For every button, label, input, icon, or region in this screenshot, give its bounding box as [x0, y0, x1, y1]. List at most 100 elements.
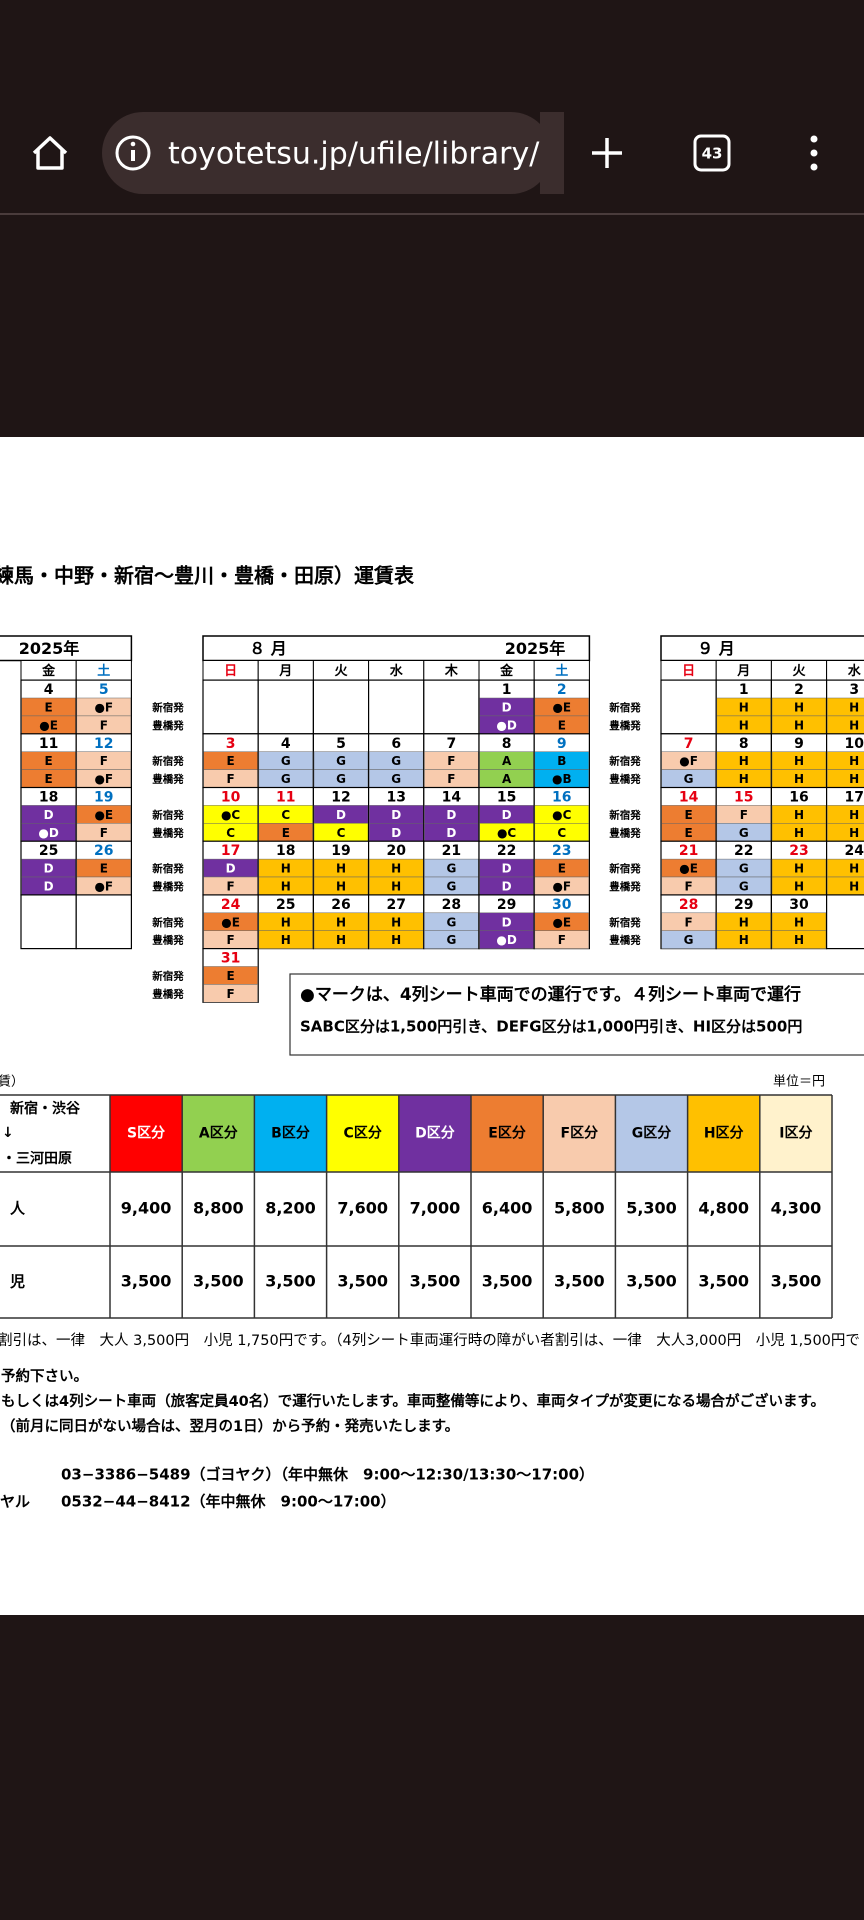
fare-class-label: E	[226, 969, 234, 983]
weekday-label: 金	[499, 663, 514, 679]
day-cell	[257, 679, 315, 735]
date-label: 9	[557, 736, 567, 752]
fare-class-label: ●E	[552, 915, 571, 929]
fare-class-header-label: F区分	[561, 1126, 599, 1142]
direction-label: 豊橋発	[152, 880, 184, 893]
fare-class-label: H	[281, 915, 291, 929]
fare-class-label: H	[794, 754, 804, 768]
date-label: 25	[39, 843, 58, 859]
fare-class-label: F	[226, 933, 234, 947]
fare-class-cell	[203, 984, 258, 1003]
calendar-title-box	[202, 635, 591, 662]
fare-class-label: H	[391, 915, 401, 929]
fare-class-label: H	[336, 933, 346, 947]
fare-class-label: H	[849, 772, 859, 786]
fare-class-label: E	[558, 862, 566, 876]
fare-class-label: H	[849, 879, 859, 893]
address-bar[interactable]	[102, 112, 552, 194]
fare-class-label: F	[100, 718, 108, 732]
direction-label: 新宿発	[152, 701, 184, 714]
date-label: 7	[447, 736, 457, 752]
date-label: 4	[281, 736, 291, 752]
fare-class-label: F	[684, 915, 692, 929]
info-dot	[131, 150, 135, 161]
direction-label: 豊橋発	[609, 773, 641, 786]
fare-class-cell	[313, 930, 369, 949]
direction-label: 豊橋発	[609, 826, 641, 839]
fare-class-label: H	[739, 754, 749, 768]
fare-class-header	[182, 1095, 255, 1172]
site-info-icon[interactable]	[115, 135, 151, 171]
date-label: 9	[794, 736, 804, 752]
day-cell	[202, 679, 259, 735]
direction-label: 新宿発	[609, 862, 641, 875]
fare-class-header-label: C区分	[344, 1126, 382, 1142]
date-label: 7	[684, 736, 694, 752]
weekday-label: 火	[334, 664, 348, 679]
new-tab-button[interactable]	[592, 138, 622, 168]
fare-class-label: A	[502, 754, 512, 768]
fare-class-label: G	[446, 933, 456, 947]
fare-class-label: H	[391, 933, 401, 947]
fare-value: 9,400	[121, 1199, 172, 1218]
date-label: 6	[391, 736, 401, 752]
tab-switcher[interactable]	[693, 134, 731, 172]
direction-label: 新宿発	[609, 808, 641, 821]
fare-class-label: ●E	[94, 808, 113, 822]
fare-class-label: E	[684, 808, 692, 822]
contact-number: 0532−44−8412（年中無休 9:00〜17:00）	[61, 1493, 396, 1511]
date-label: 12	[331, 789, 350, 805]
weekday-label: 日	[682, 664, 695, 679]
date-label: 18	[39, 789, 58, 805]
home-button[interactable]	[32, 136, 68, 170]
weekday-label: 火	[792, 664, 806, 679]
fare-class-label: C	[281, 808, 290, 822]
fare-class-cell	[424, 930, 479, 949]
fare-class-header	[615, 1095, 688, 1172]
fare-class-label: C	[337, 826, 346, 840]
fare-class-label: D	[446, 826, 456, 840]
fare-class-label: F	[558, 933, 566, 947]
date-label: 18	[276, 843, 295, 859]
date-label: 15	[497, 789, 516, 805]
fare-class-header	[759, 1095, 832, 1172]
calendar-year: 2025年	[19, 639, 80, 658]
fare-class-label: D	[226, 862, 236, 876]
date-label: 24	[844, 843, 864, 859]
menu-button[interactable]	[810, 135, 818, 171]
fare-class-label: F	[226, 987, 234, 1001]
fare-class-label: G	[281, 772, 291, 786]
fare-class-label: H	[739, 933, 749, 947]
fare-class-label: F	[100, 826, 108, 840]
fare-class-label: D	[391, 808, 401, 822]
date-label: 19	[94, 789, 113, 805]
fare-class-label: D	[44, 879, 54, 893]
fare-class-label: B	[557, 754, 566, 768]
note-line: ●マークは、4列シート車両での運行です。４列シート車両で運行	[300, 984, 801, 1005]
route-label: 新宿・渋谷	[10, 1100, 81, 1117]
fare-class-header-label: H区分	[704, 1126, 744, 1142]
date-label: 22	[497, 843, 516, 859]
fare-class-label: G	[391, 772, 401, 786]
weekday-label: 水	[390, 663, 404, 679]
menu-dot	[810, 163, 818, 171]
fare-value: 5,300	[626, 1199, 677, 1218]
fare-class-label: C	[557, 826, 566, 840]
fare-class-label: F	[447, 772, 455, 786]
date-label: 16	[552, 789, 571, 805]
date-label: 16	[789, 789, 808, 805]
fare-class-label: H	[739, 772, 749, 786]
date-label: 4	[44, 682, 54, 698]
fare-class-label: H	[336, 879, 346, 893]
date-label: 30	[552, 897, 572, 913]
fare-class-label: H	[849, 754, 859, 768]
fare-class-label: H	[849, 826, 859, 840]
date-label: 13	[386, 789, 405, 805]
fare-class-header	[254, 1095, 327, 1172]
direction-label: 豊橋発	[609, 934, 641, 947]
date-label: 19	[331, 843, 350, 859]
passenger-type: 児	[9, 1273, 25, 1291]
weekday-label: 月	[736, 664, 750, 679]
fare-class-label: G	[336, 772, 346, 786]
fare-class-label: G	[391, 754, 401, 768]
